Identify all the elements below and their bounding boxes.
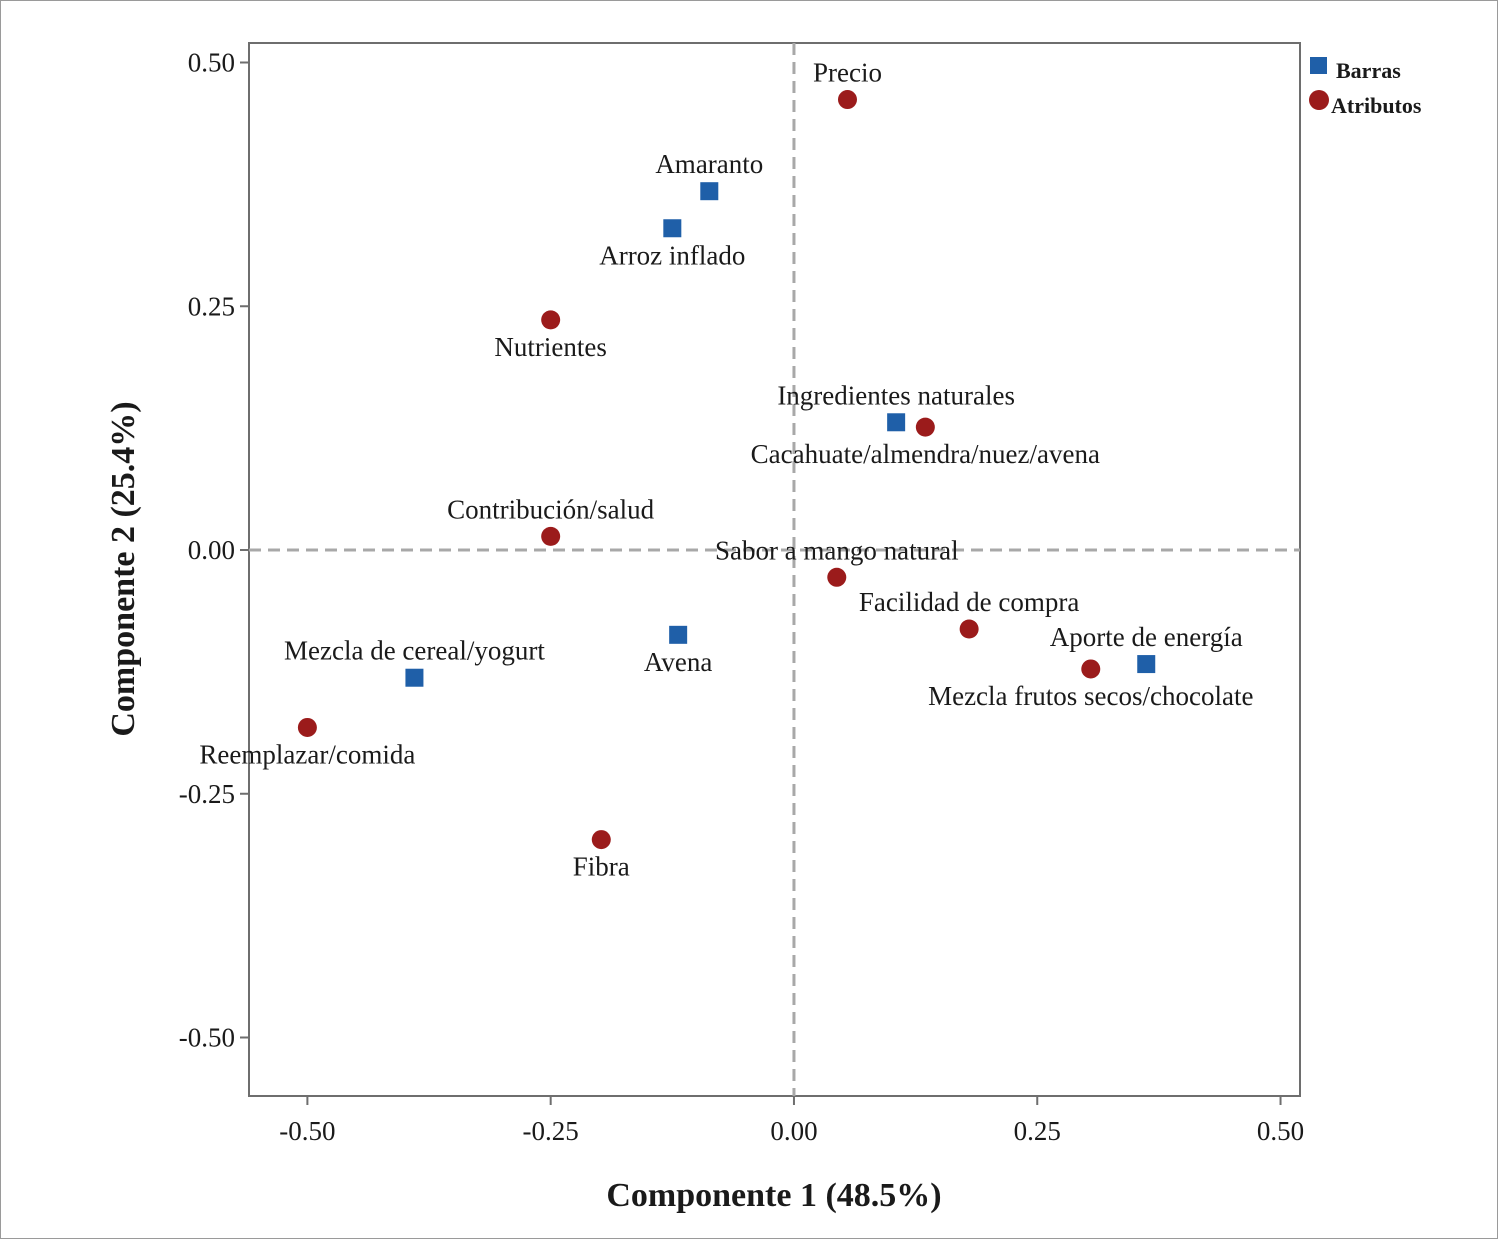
legend: Barras Atributos: [1309, 57, 1422, 118]
label-nutrientes: Nutrientes: [494, 332, 606, 362]
y-tick-label: 0.25: [188, 291, 235, 321]
label-ingredientes-naturales: Ingredientes naturales: [777, 380, 1015, 410]
y-tick-label: -0.50: [179, 1023, 235, 1053]
y-tick-label: -0.25: [179, 779, 235, 809]
y-axis-ticks: 0.50 0.25 0.00 -0.25 -0.50: [179, 48, 249, 1053]
point-arroz-inflado: [663, 219, 682, 238]
label-facilidad-de-compra: Facilidad de compra: [859, 587, 1079, 617]
point-labels: Amaranto Arroz inflado Ingredientes natura…: [199, 58, 1253, 882]
label-aporte-de-energia: Aporte de energía: [1050, 622, 1243, 652]
label-reemplazar-comida: Reemplazar/comida: [199, 739, 415, 769]
point-sabor-a-mango-natural: [827, 567, 847, 587]
label-mezcla-frutos-secos-chocolate: Mezcla frutos secos/chocolate: [928, 681, 1253, 711]
point-ingredientes-naturales: [887, 413, 906, 432]
point-fibra: [591, 830, 611, 850]
label-precio: Precio: [813, 58, 882, 88]
y-tick-label: 0.00: [188, 535, 235, 565]
point-reemplazar-comida: [297, 717, 317, 737]
label-amaranto: Amaranto: [655, 149, 763, 179]
plot-area: [248, 42, 1301, 1097]
point-nutrientes: [541, 310, 561, 330]
label-cacahuate-almendra-nuez-avena: Cacahuate/almendra/nuez/avena: [751, 439, 1100, 469]
x-tick-label: -0.50: [279, 1116, 335, 1146]
point-mezcla-de-cereal-yogurt: [405, 668, 424, 687]
x-axis-ticks: -0.50 -0.25 0.00 0.25 0.50: [279, 1096, 1304, 1146]
label-fibra: Fibra: [573, 852, 630, 882]
legend-marker-barras: [1310, 57, 1327, 74]
point-amaranto: [700, 182, 719, 201]
label-avena: Avena: [644, 647, 712, 677]
label-contribucion-salud: Contribución/salud: [447, 494, 654, 524]
data-points: [297, 90, 1156, 850]
point-facilidad-de-compra: [959, 619, 979, 639]
legend-label-atributos: Atributos: [1331, 93, 1422, 118]
label-mezcla-de-cereal-yogurt: Mezcla de cereal/yogurt: [284, 636, 545, 666]
y-tick-label: 0.50: [188, 48, 235, 78]
x-tick-label: 0.25: [1014, 1116, 1061, 1146]
point-aporte-de-energia: [1137, 655, 1156, 674]
legend-marker-atributos: [1309, 90, 1329, 110]
point-mezcla-frutos-secos-chocolate: [1081, 659, 1101, 679]
point-cacahuate-almendra-nuez-avena: [915, 417, 935, 437]
label-arroz-inflado: Arroz inflado: [599, 240, 745, 270]
reference-lines: [249, 43, 1300, 1096]
point-avena: [669, 625, 688, 644]
legend-label-barras: Barras: [1336, 58, 1401, 83]
point-precio: [837, 90, 857, 110]
x-axis-title: Componente 1 (48.5%): [606, 1177, 941, 1214]
y-axis-title: Componente 2 (25.4%): [105, 401, 142, 736]
point-contribucion-salud: [541, 526, 561, 546]
x-tick-label: -0.25: [523, 1116, 579, 1146]
x-tick-label: 0.00: [770, 1116, 817, 1146]
x-tick-label: 0.50: [1257, 1116, 1304, 1146]
label-sabor-a-mango-natural: Sabor a mango natural: [715, 535, 959, 565]
